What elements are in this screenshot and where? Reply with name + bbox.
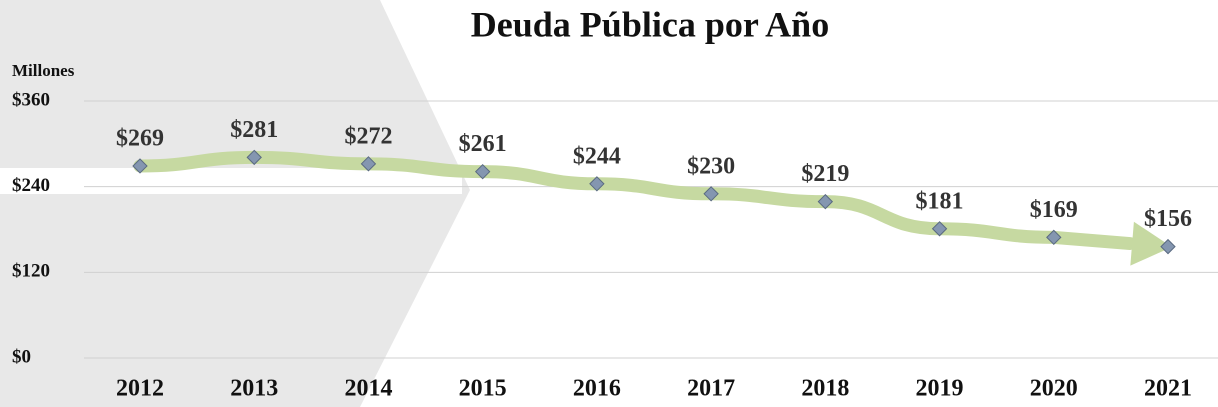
data-label: $219 [801, 161, 849, 187]
data-label: $181 [916, 188, 964, 214]
y-tick-label: $360 [12, 89, 50, 110]
x-tick-label: 2013 [230, 376, 278, 402]
marker [246, 149, 262, 166]
y-tick-label: $0 [12, 346, 31, 367]
marker [132, 158, 148, 174]
marker [474, 163, 491, 180]
x-tick-label: 2012 [116, 376, 164, 402]
y-axis-label: Millones [12, 61, 75, 80]
background-strip [0, 168, 462, 194]
marker [589, 176, 605, 192]
data-label: $269 [116, 125, 164, 151]
marker [360, 156, 377, 172]
y-tick-label: $240 [12, 175, 50, 196]
x-tick-label: 2018 [801, 376, 849, 402]
x-tick-label: 2021 [1144, 376, 1192, 402]
data-label: $281 [230, 117, 278, 143]
data-label: $169 [1030, 197, 1078, 223]
y-tick-label: $120 [12, 261, 50, 282]
marker [817, 193, 834, 210]
x-tick-label: 2019 [916, 376, 964, 402]
x-tick-label: 2020 [1030, 376, 1078, 402]
marker [1160, 238, 1176, 255]
x-tick-label: 2015 [459, 376, 507, 402]
x-tick-label: 2016 [573, 376, 621, 402]
marker [931, 221, 948, 237]
x-tick-label: 2017 [687, 376, 735, 402]
data-label: $156 [1144, 206, 1192, 232]
marker [1046, 229, 1062, 246]
data-label: $261 [459, 131, 507, 157]
x-tick-label: 2014 [344, 376, 392, 402]
chart-title: Deuda Pública por Año [471, 4, 829, 44]
background-shape [0, 0, 470, 407]
marker [703, 186, 719, 202]
data-label: $272 [344, 123, 392, 149]
data-label: $230 [687, 153, 735, 179]
arrow-head [1130, 221, 1172, 266]
data-label: $244 [573, 143, 621, 169]
